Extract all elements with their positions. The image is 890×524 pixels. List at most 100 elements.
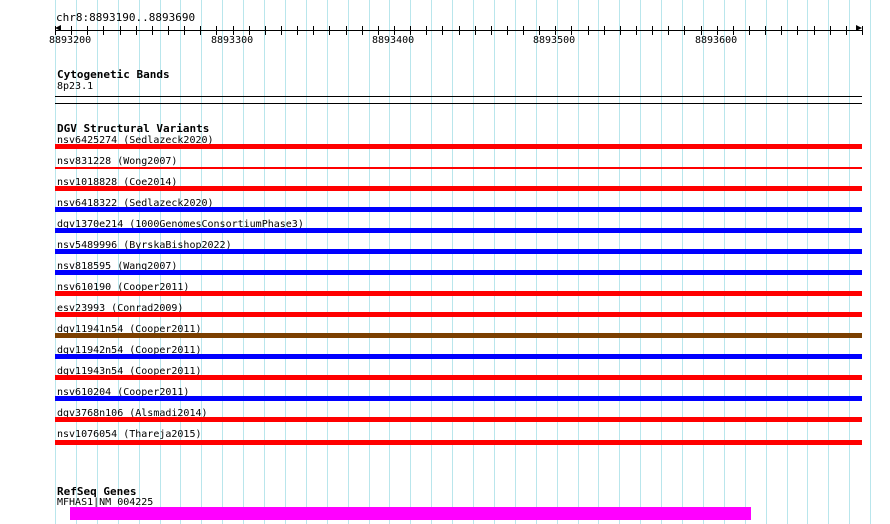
ruler-tick — [830, 26, 831, 35]
ruler-tick — [103, 26, 104, 35]
feature-label[interactable]: nsv610190 (Cooper2011) — [57, 282, 190, 293]
ruler-tick — [652, 26, 653, 35]
feature-label[interactable]: dgv3768n106 (Alsmadi2014) — [57, 408, 208, 419]
ruler-tick — [733, 26, 734, 35]
ruler-tick — [717, 26, 718, 35]
ruler-tick — [216, 26, 217, 35]
feature-bar[interactable] — [55, 144, 862, 149]
feature-bar[interactable] — [55, 228, 862, 233]
ruler-tick — [523, 26, 524, 35]
feature-label[interactable]: dgv1370e214 (1000GenomesConsortiumPhase3… — [57, 219, 304, 230]
coordinate-header: chr8:8893190..8893690 — [56, 11, 196, 24]
gridline — [55, 0, 56, 524]
ruler-tick — [87, 26, 88, 35]
gridline — [494, 0, 495, 524]
ruler-tick — [329, 26, 330, 35]
ruler-tick — [281, 26, 282, 35]
gridline — [201, 0, 202, 524]
ruler-tick — [797, 26, 798, 35]
gridline — [766, 0, 767, 524]
gridline — [870, 0, 871, 524]
gridline — [369, 0, 370, 524]
ruler-tick — [491, 26, 492, 35]
gridline — [180, 0, 181, 524]
ruler-tick — [313, 26, 314, 35]
ruler-tick — [362, 26, 363, 35]
gridline — [724, 0, 725, 524]
ruler-tick — [668, 26, 669, 35]
ruler-tick — [410, 26, 411, 35]
feature-label[interactable]: 8p23.1 — [57, 81, 94, 92]
ruler-tick — [120, 26, 121, 35]
gridline — [473, 0, 474, 524]
gridline — [598, 0, 599, 524]
gridline — [578, 0, 579, 524]
section-separator — [55, 96, 862, 97]
feature-bar[interactable] — [55, 312, 862, 317]
feature-label[interactable]: nsv6418322 (Sedlazeck2020) — [57, 198, 214, 209]
feature-bar[interactable] — [55, 354, 862, 359]
feature-label[interactable]: nsv818595 (Wang2007) — [57, 261, 178, 272]
feature-label[interactable]: nsv6425274 (Sedlazeck2020) — [57, 135, 214, 146]
feature-label[interactable]: esv23993 (Conrad2009) — [57, 303, 184, 314]
gridline — [661, 0, 662, 524]
ruler-tick — [71, 26, 72, 35]
feature-bar[interactable] — [70, 507, 751, 520]
ruler-tick — [555, 26, 556, 35]
gridline — [389, 0, 390, 524]
ruler-tick — [604, 26, 605, 35]
feature-bar[interactable] — [55, 375, 862, 380]
feature-bar[interactable] — [55, 396, 862, 401]
gridline — [536, 0, 537, 524]
feature-label[interactable]: MFHAS1|NM_004225 — [57, 497, 154, 508]
feature-bar[interactable] — [55, 249, 862, 254]
ruler-right-arrow-icon — [856, 25, 862, 31]
feature-bar[interactable] — [55, 186, 862, 191]
feature-label[interactable]: dgv11942n54 (Cooper2011) — [57, 345, 202, 356]
feature-bar[interactable] — [55, 207, 862, 212]
feature-label[interactable]: nsv5489996 (ByrskaBishop2022) — [57, 240, 232, 251]
gridline — [264, 0, 265, 524]
feature-label[interactable]: nsv1018828 (Coe2014) — [57, 177, 178, 188]
feature-bar[interactable] — [55, 291, 862, 296]
feature-bar[interactable] — [55, 167, 862, 169]
ruler-tick — [233, 26, 234, 35]
gridline — [745, 0, 746, 524]
feature-bar[interactable] — [55, 270, 862, 275]
feature-bar[interactable] — [55, 417, 862, 422]
ruler-tick — [539, 26, 540, 35]
gridline — [327, 0, 328, 524]
ruler-tick — [507, 26, 508, 35]
gridline — [243, 0, 244, 524]
gridline — [557, 0, 558, 524]
ruler-tick — [475, 26, 476, 35]
gridline — [431, 0, 432, 524]
ruler-tick — [265, 26, 266, 35]
ruler-tick — [636, 26, 637, 35]
ruler-tick — [781, 26, 782, 35]
feature-label[interactable]: dgv11941n54 (Cooper2011) — [57, 324, 202, 335]
ruler-tick-label: 8893500 — [533, 35, 576, 46]
section-title-cytogenetic-bands: Cytogenetic Bands — [57, 68, 170, 81]
ruler-tick — [814, 26, 815, 35]
gridline — [807, 0, 808, 524]
feature-bar[interactable] — [55, 333, 862, 338]
feature-label[interactable]: nsv831228 (Wong2007) — [57, 156, 178, 167]
gridline — [849, 0, 850, 524]
feature-label[interactable]: nsv1076054 (Thareja2015) — [57, 429, 202, 440]
ruler-left-arrow-icon — [55, 25, 61, 31]
feature-label[interactable]: nsv610204 (Cooper2011) — [57, 387, 190, 398]
feature-bar[interactable] — [55, 440, 862, 445]
ruler-tick — [749, 26, 750, 35]
ruler-tick — [862, 26, 863, 35]
gridline — [410, 0, 411, 524]
ruler-tick — [200, 26, 201, 35]
ruler-tick — [297, 26, 298, 35]
ruler-tick-label: 8893200 — [49, 35, 92, 46]
gridline — [640, 0, 641, 524]
gridline — [703, 0, 704, 524]
ruler-tick — [394, 26, 395, 35]
feature-label[interactable]: dgv11943n54 (Cooper2011) — [57, 366, 202, 377]
ruler-tick — [459, 26, 460, 35]
